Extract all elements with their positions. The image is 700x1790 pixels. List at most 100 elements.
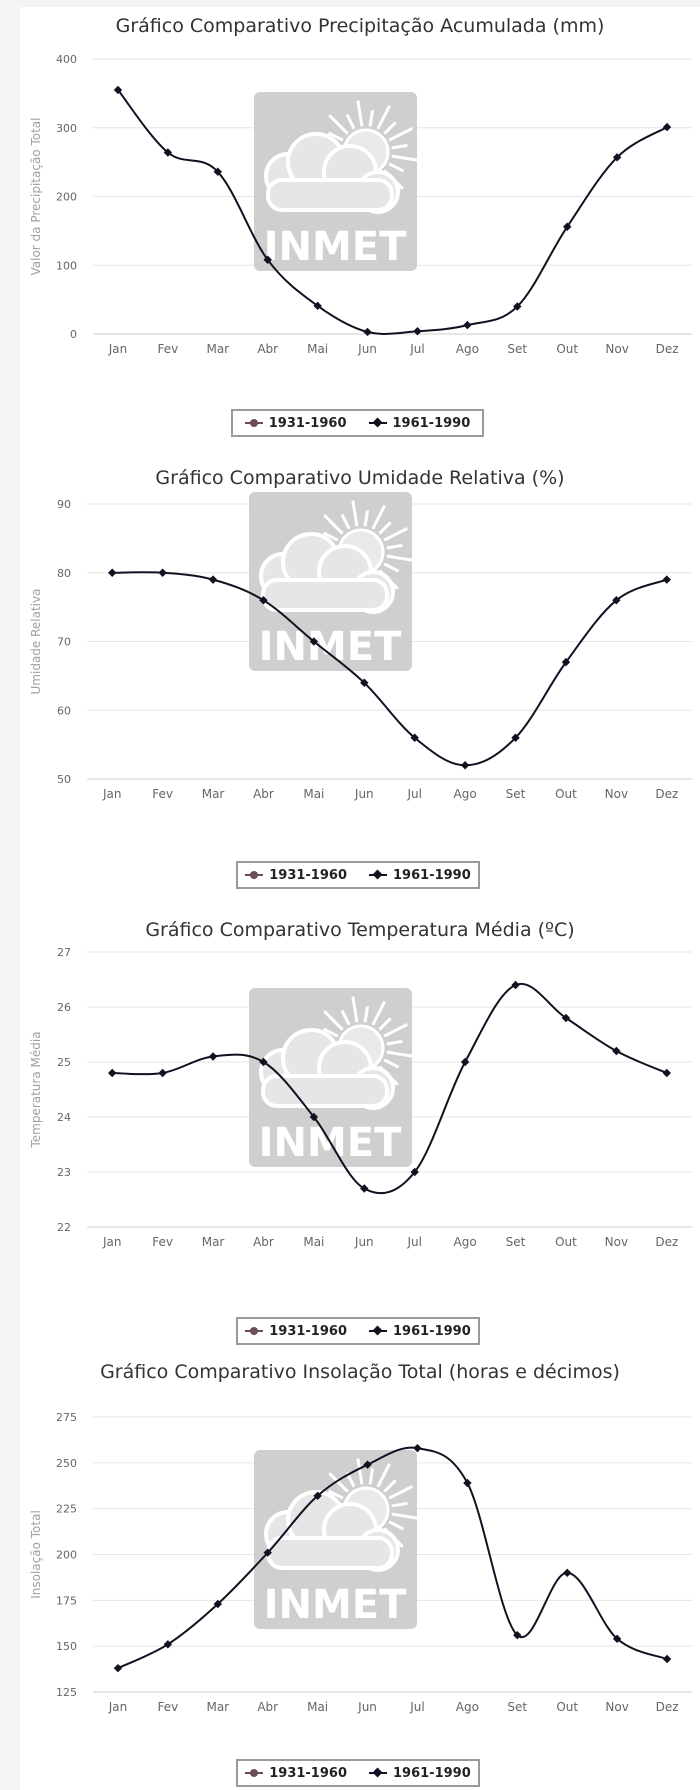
data-point[interactable] — [208, 1052, 218, 1061]
data-point[interactable] — [463, 320, 472, 330]
series-line-1961-1990[interactable] — [117, 89, 668, 335]
x-tick-label: Mar — [206, 342, 229, 356]
legend-item-1961-1990[interactable]: 1961-1990 — [369, 868, 471, 883]
data-point[interactable] — [612, 1046, 621, 1056]
legend-item-1931-1960[interactable]: 1931-1960 — [244, 416, 347, 431]
legend-dot-icon — [245, 869, 264, 881]
x-tick-label: Abr — [257, 1700, 278, 1714]
x-tick-label: Ago — [456, 1700, 479, 1714]
x-tick-label: Jan — [108, 342, 128, 356]
x-tick-label: Dez — [656, 1700, 679, 1714]
data-point[interactable] — [460, 1057, 470, 1067]
data-point[interactable] — [259, 1057, 268, 1067]
chart-title: Gráfico Comparativo Insolação Total (hor… — [100, 1361, 620, 1383]
chart-canvas: 400 300 200 100 0 Valor da Precipitação Total… — [29, 53, 692, 356]
data-point[interactable] — [561, 1013, 571, 1023]
y-tick-label: 50 — [57, 773, 71, 786]
legend-diamond-icon — [369, 869, 387, 881]
data-point[interactable] — [108, 568, 117, 577]
data-point[interactable] — [612, 153, 622, 162]
data-point[interactable] — [113, 85, 123, 95]
chart-canvas: 90 80 70 60 50 Umidade Relativa Jan Fev Mar Abr Ma… — [29, 492, 692, 801]
chart-legend[interactable]: 1931-1960 1961-1990 — [231, 409, 484, 437]
x-tick-label: Jul — [406, 1235, 421, 1249]
x-tick-label: Ago — [454, 787, 477, 801]
data-point[interactable] — [213, 1599, 222, 1609]
data-point[interactable] — [662, 1068, 671, 1078]
data-point[interactable] — [511, 980, 520, 990]
y-tick-label: 80 — [57, 567, 71, 580]
data-point[interactable] — [309, 637, 319, 646]
y-tick-label: 100 — [56, 259, 77, 272]
data-point[interactable] — [460, 761, 470, 770]
x-tick-label: Mar — [206, 1700, 229, 1714]
data-point[interactable] — [360, 1184, 369, 1193]
data-point[interactable] — [113, 1663, 123, 1673]
data-point[interactable] — [158, 1068, 167, 1078]
data-point[interactable] — [313, 301, 322, 311]
legend-item-1931-1960[interactable]: 1931-1960 — [245, 868, 347, 883]
data-point[interactable] — [511, 733, 520, 742]
x-tick-label: Jan — [102, 1235, 122, 1249]
data-point[interactable] — [413, 327, 422, 336]
legend-item-1961-1990[interactable]: 1961-1990 — [369, 1766, 471, 1781]
x-tick-label: Dez — [655, 1235, 678, 1249]
data-point[interactable] — [662, 1654, 672, 1664]
data-point[interactable] — [360, 678, 369, 687]
y-axis-title: Valor da Precipitação Total — [29, 118, 43, 276]
legend-item-1931-1960[interactable]: 1931-1960 — [245, 1766, 347, 1781]
y-tick-label: 70 — [57, 636, 71, 649]
data-point[interactable] — [612, 596, 621, 605]
x-tick-label: Jul — [409, 342, 424, 356]
legend-item-1961-1990[interactable]: 1961-1990 — [369, 1324, 471, 1339]
y-tick-label: 175 — [56, 1594, 77, 1607]
x-tick-label: Dez — [655, 787, 678, 801]
data-point[interactable] — [158, 568, 167, 577]
chart-legend[interactable]: 1931-1960 1961-1990 — [236, 861, 480, 889]
x-tick-label: Jan — [102, 787, 122, 801]
y-tick-label: 250 — [56, 1457, 77, 1470]
chart-legend[interactable]: 1931-1960 1961-1990 — [236, 1317, 480, 1345]
data-point[interactable] — [662, 122, 672, 132]
data-point[interactable] — [410, 733, 419, 742]
data-point[interactable] — [309, 1112, 319, 1122]
humidity-chart: Gráfico Comparativo Umidade Relativa (%)… — [20, 459, 700, 909]
x-tick-label: Nov — [605, 1700, 628, 1714]
legend-label: 1961-1990 — [393, 1765, 471, 1781]
data-point[interactable] — [410, 1167, 419, 1177]
y-tick-label: 200 — [56, 1549, 77, 1562]
x-tick-label: Mar — [202, 787, 225, 801]
data-point[interactable] — [263, 255, 272, 264]
x-tick-label: Nov — [605, 787, 628, 801]
chart-legend[interactable]: 1931-1960 1961-1990 — [236, 1759, 480, 1787]
x-tick-label: Abr — [253, 1235, 274, 1249]
data-point[interactable] — [561, 657, 571, 667]
legend-item-1931-1960[interactable]: 1931-1960 — [245, 1324, 347, 1339]
data-point[interactable] — [662, 575, 671, 584]
data-point[interactable] — [163, 148, 173, 157]
data-point[interactable] — [208, 575, 218, 584]
data-point[interactable] — [259, 596, 268, 605]
x-tick-label: Fev — [152, 1235, 173, 1249]
y-tick-label: 24 — [57, 1111, 71, 1124]
inmet-watermark: INMET — [254, 92, 418, 271]
data-point[interactable] — [563, 222, 572, 231]
y-tick-label: 60 — [57, 704, 71, 717]
chart-title: Gráfico Comparativo Temperatura Média (º… — [145, 919, 575, 941]
data-point[interactable] — [563, 1568, 572, 1578]
data-point[interactable] — [463, 1478, 472, 1488]
x-tick-label: Ago — [456, 342, 479, 356]
watermark-text: INMET — [259, 624, 402, 670]
data-point[interactable] — [363, 327, 372, 337]
chart-canvas: 275 250 225 200 175 150 125 Insolação Total Jan F… — [29, 1411, 692, 1714]
x-tick-label: Set — [507, 1700, 527, 1714]
legend-label: 1931-1960 — [269, 1765, 347, 1781]
data-point[interactable] — [108, 1068, 117, 1078]
inmet-watermark: INMET — [254, 1450, 418, 1629]
legend-label: 1961-1990 — [393, 867, 471, 883]
data-point[interactable] — [413, 1443, 422, 1453]
x-tick-label: Jun — [357, 342, 377, 356]
data-point[interactable] — [213, 167, 222, 176]
legend-item-1961-1990[interactable]: 1961-1990 — [368, 416, 470, 431]
temperature-chart: Gráfico Comparativo Temperatura Média (º… — [20, 911, 700, 1361]
